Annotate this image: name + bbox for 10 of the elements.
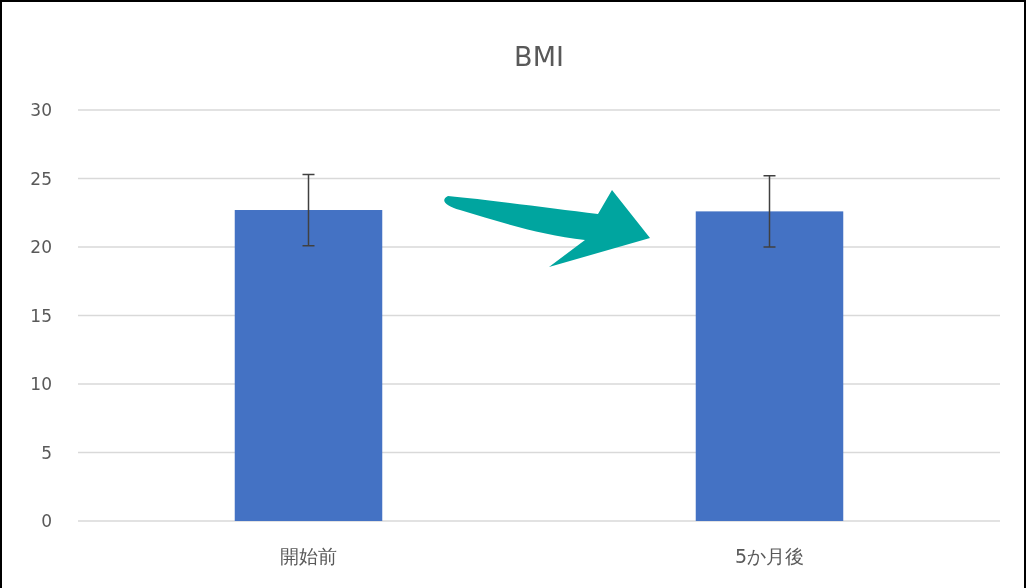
y-tick-label: 0 [41,511,52,531]
y-tick-label: 10 [30,374,52,394]
y-tick-label: 5 [41,442,52,463]
x-tick-label: 開始前 [280,545,337,567]
y-tick-label: 20 [30,237,52,257]
y-tick-label: 30 [30,100,52,120]
chart-title: BMI [514,41,564,72]
y-tick-label: 15 [30,305,52,326]
y-tick-label: 25 [30,168,52,189]
x-tick-label: 5か月後 [734,545,805,567]
